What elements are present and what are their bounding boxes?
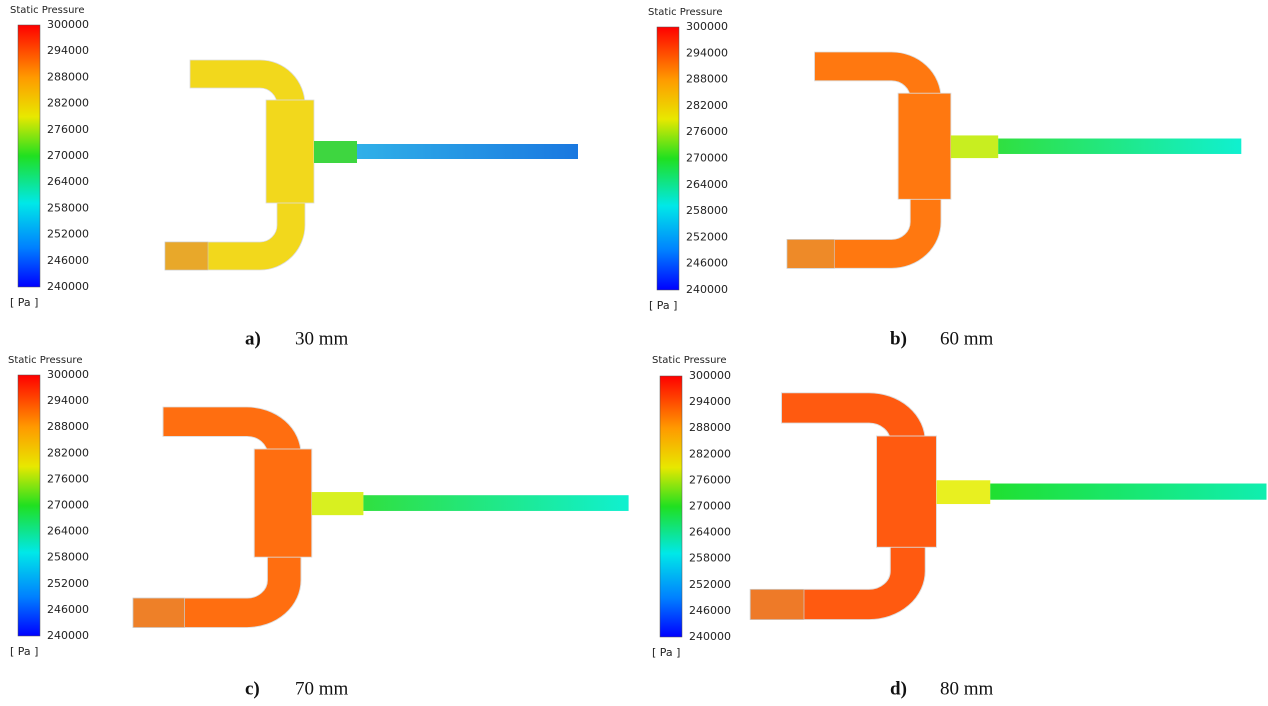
legend-title: Static Pressure bbox=[10, 5, 84, 16]
legend-title: Static Pressure bbox=[8, 355, 82, 366]
legend-tick-label: 288000 bbox=[47, 420, 89, 433]
chamber bbox=[877, 436, 937, 547]
legend-unit: [ Pa ] bbox=[10, 645, 38, 658]
caption-letter: a) bbox=[245, 328, 261, 349]
legend-title: Static Pressure bbox=[648, 7, 722, 18]
caption-text: 30 mm bbox=[295, 328, 349, 349]
legend-tick-label: 246000 bbox=[47, 254, 89, 267]
panel: Static Pressure 300000 294000 288000 282000 2… bbox=[10, 5, 578, 349]
color-bar bbox=[18, 25, 40, 287]
chamber bbox=[266, 100, 314, 203]
legend-tick-label: 276000 bbox=[686, 125, 728, 138]
legend-tick-label: 258000 bbox=[47, 551, 89, 564]
legend-tick-label: 282000 bbox=[686, 99, 728, 112]
legend-tick-label: 270000 bbox=[47, 149, 89, 162]
legend-tick-label: 282000 bbox=[47, 446, 89, 459]
outlet-pipe bbox=[990, 484, 1266, 500]
chamber bbox=[254, 449, 312, 557]
legend-tick-label: 240000 bbox=[689, 630, 731, 643]
legend-tick-label: 258000 bbox=[689, 552, 731, 565]
pipe-geometry bbox=[787, 52, 1241, 268]
panel: Static Pressure 300000 294000 288000 282000 2… bbox=[8, 355, 629, 699]
color-bar bbox=[18, 375, 40, 636]
legend-tick-label: 264000 bbox=[689, 526, 731, 539]
color-bar bbox=[657, 27, 679, 290]
legend-tick-label: 300000 bbox=[686, 20, 728, 33]
legend-tick-label: 240000 bbox=[686, 283, 728, 296]
legend-tick-label: 276000 bbox=[689, 473, 731, 486]
caption-text: 80 mm bbox=[940, 678, 994, 699]
outlet-pipe bbox=[363, 495, 628, 511]
nozzle bbox=[312, 492, 364, 515]
legend-tick-label: 258000 bbox=[686, 204, 728, 217]
caption-letter: b) bbox=[890, 328, 907, 349]
legend-tick-label: 294000 bbox=[689, 395, 731, 408]
legend-tick-label: 282000 bbox=[689, 447, 731, 460]
legend-tick-label: 240000 bbox=[47, 280, 89, 293]
caption-letter: c) bbox=[245, 678, 260, 699]
legend-tick-label: 246000 bbox=[686, 257, 728, 270]
legend-tick-label: 288000 bbox=[689, 421, 731, 434]
legend-tick-label: 300000 bbox=[47, 368, 89, 381]
color-bar bbox=[660, 376, 682, 637]
legend-tick-label: 258000 bbox=[47, 201, 89, 214]
legend-tick-label: 252000 bbox=[686, 230, 728, 243]
legend-title: Static Pressure bbox=[652, 355, 726, 366]
legend-tick-label: 294000 bbox=[47, 44, 89, 57]
caption-text: 70 mm bbox=[295, 678, 349, 699]
legend-tick-label: 276000 bbox=[47, 472, 89, 485]
chamber bbox=[898, 93, 951, 199]
caption-letter: d) bbox=[890, 678, 907, 699]
figure: Static Pressure 300000 294000 288000 282000 2… bbox=[0, 0, 1268, 706]
legend-tick-label: 270000 bbox=[689, 500, 731, 513]
legend-tick-label: 300000 bbox=[689, 369, 731, 382]
legend-tick-label: 240000 bbox=[47, 629, 89, 642]
inlet-section bbox=[787, 239, 834, 268]
legend-tick-label: 264000 bbox=[47, 525, 89, 538]
caption-text: 60 mm bbox=[940, 328, 994, 349]
nozzle bbox=[314, 141, 357, 163]
outlet-pipe bbox=[357, 144, 578, 159]
legend-tick-label: 300000 bbox=[47, 18, 89, 31]
inlet-section bbox=[133, 598, 185, 627]
inlet-section bbox=[165, 242, 208, 270]
nozzle bbox=[937, 480, 991, 504]
panel: Static Pressure 300000 294000 288000 282000 2… bbox=[648, 7, 1241, 349]
legend-unit: [ Pa ] bbox=[652, 646, 680, 659]
legend-tick-label: 288000 bbox=[686, 73, 728, 86]
legend-tick-label: 252000 bbox=[47, 577, 89, 590]
legend-tick-label: 276000 bbox=[47, 123, 89, 136]
legend-tick-label: 264000 bbox=[686, 178, 728, 191]
legend-tick-label: 294000 bbox=[686, 46, 728, 59]
pipe-geometry bbox=[750, 393, 1266, 620]
legend-tick-label: 252000 bbox=[47, 228, 89, 241]
legend-tick-label: 246000 bbox=[47, 603, 89, 616]
inlet-section bbox=[750, 589, 804, 619]
panel: Static Pressure 300000 294000 288000 282000 2… bbox=[652, 355, 1267, 699]
legend-tick-label: 270000 bbox=[47, 499, 89, 512]
legend-tick-label: 282000 bbox=[47, 97, 89, 110]
legend-tick-label: 270000 bbox=[686, 152, 728, 165]
pipe-geometry bbox=[133, 407, 629, 628]
legend-tick-label: 246000 bbox=[689, 604, 731, 617]
legend-unit: [ Pa ] bbox=[10, 296, 38, 309]
legend-tick-label: 294000 bbox=[47, 394, 89, 407]
outlet-pipe bbox=[998, 139, 1241, 154]
legend-tick-label: 252000 bbox=[689, 578, 731, 591]
legend-tick-label: 288000 bbox=[47, 70, 89, 83]
legend-unit: [ Pa ] bbox=[649, 299, 677, 312]
pipe-geometry bbox=[165, 60, 578, 270]
nozzle bbox=[951, 135, 998, 158]
legend-tick-label: 264000 bbox=[47, 175, 89, 188]
